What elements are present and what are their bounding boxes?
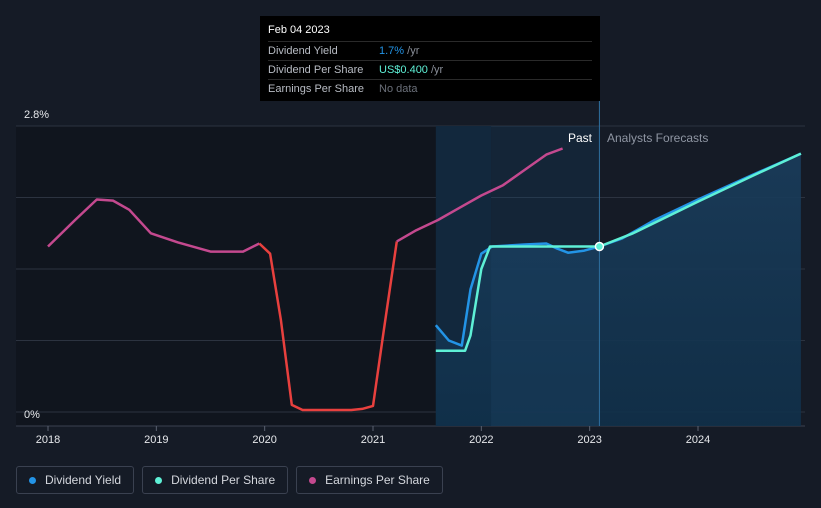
legend-label: Earnings Per Share [325, 473, 430, 487]
x-tick-label: 2022 [469, 434, 493, 446]
legend-label: Dividend Per Share [171, 473, 276, 487]
earnings-per-share-line-recent [396, 147, 564, 243]
dot-icon [155, 476, 163, 484]
tooltip-value-main: 1.7% [379, 45, 405, 57]
earnings-per-share-line-decline [258, 241, 399, 412]
x-tick-label: 2023 [577, 434, 601, 446]
y-tick-bottom: 0% [24, 409, 40, 421]
tooltip-label: Dividend Yield [268, 45, 338, 57]
dot-icon [309, 476, 317, 484]
forecast-label: Analysts Forecasts [607, 131, 708, 145]
legend-item-dividend-yield[interactable]: Dividend Yield [16, 466, 135, 494]
tooltip-value: 1.7% /yr [379, 45, 419, 57]
tooltip-value-unit: /yr [404, 45, 420, 57]
legend-item-dividend-per-share[interactable]: Dividend Per Share [142, 466, 289, 494]
tooltip-value-unit: /yr [427, 64, 444, 76]
tooltip-row-dividend-yield: Dividend Yield 1.7% /yr [268, 41, 592, 60]
tooltip-value-main: No data [379, 83, 418, 95]
tooltip-row-earnings-per-share: Earnings Per Share No data [268, 79, 592, 98]
series-lines [47, 147, 802, 412]
axis-ticks: 2018 2019 2020 2021 2022 2023 2024 [36, 426, 710, 446]
past-label: Past [568, 131, 593, 145]
dot-icon [29, 476, 36, 484]
x-tick-label: 2021 [361, 434, 385, 446]
tooltip-value: No data [379, 83, 418, 95]
tooltip-date: Feb 04 2023 [268, 24, 330, 36]
earnings-per-share-line [47, 198, 260, 253]
current-point-marker [594, 241, 605, 252]
tooltip-value-main: US$0.400 [379, 64, 428, 76]
tooltip-value: US$0.400 /yr [379, 64, 443, 76]
legend-label: Dividend Yield [45, 473, 122, 487]
x-tick-label: 2024 [686, 434, 710, 446]
tooltip: Feb 04 2023 Dividend Yield 1.7% /yr Divi… [260, 16, 600, 101]
legend: Dividend Yield Dividend Per Share Earnin… [16, 466, 443, 494]
y-tick-top: 2.8% [24, 109, 49, 121]
forecast-areas [435, 126, 801, 426]
x-tick-label: 2020 [252, 434, 276, 446]
recent-period-band [491, 126, 600, 426]
tooltip-row-dividend-per-share: Dividend Per Share US$0.400 /yr [268, 60, 592, 79]
dividend-yield-line [434, 152, 802, 347]
dividend-per-share-line [435, 152, 802, 352]
x-tick-label: 2019 [144, 434, 168, 446]
dividend-yield-area [435, 153, 801, 426]
x-tick-label: 2018 [36, 434, 60, 446]
tooltip-label: Dividend Per Share [268, 64, 364, 76]
tooltip-label: Earnings Per Share [268, 83, 364, 95]
legend-item-earnings-per-share[interactable]: Earnings Per Share [296, 466, 443, 494]
